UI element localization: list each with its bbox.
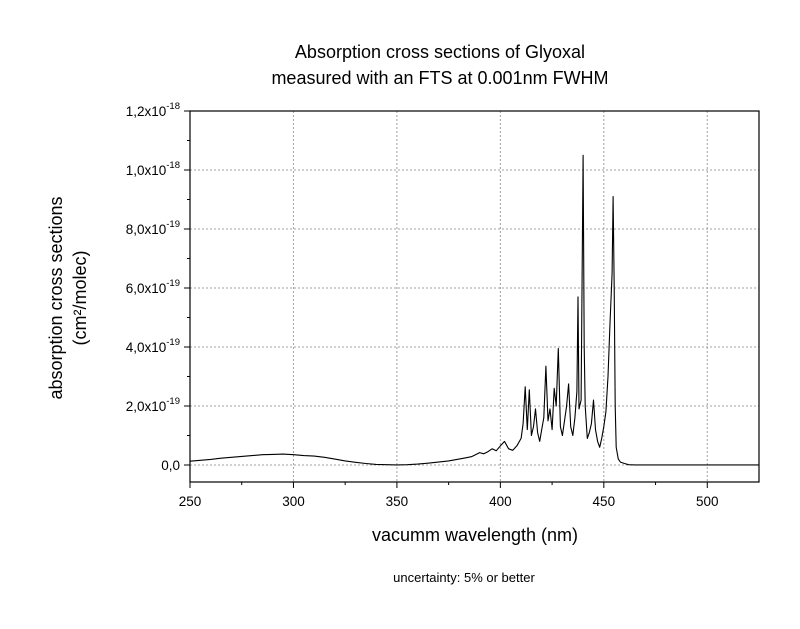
x-axis-title: vacumm wavelength (nm)	[372, 525, 578, 545]
uncertainty-note: uncertainty: 5% or better	[393, 570, 535, 585]
y-tick-label: 2,0x10-19	[126, 396, 180, 414]
y-tick-label: 6,0x10-19	[126, 278, 180, 296]
data-layer	[189, 154, 759, 466]
y-axis-title-line-2: (cm²/molec)	[70, 251, 90, 346]
x-tick-label: 350	[386, 494, 409, 509]
y-tick-label: 8,0x10-19	[126, 219, 180, 237]
series-line-0	[189, 154, 759, 466]
x-tick-label: 450	[593, 494, 616, 509]
y-tick-label: 1,0x10-18	[126, 160, 180, 178]
y-tick-labels: 0,0 2,0x10-19 4,0x10-19 6,0x10-19 8,0x10-19 1…	[126, 101, 180, 473]
x-tick-label: 400	[489, 494, 512, 509]
grid-layer	[190, 111, 759, 482]
tick-layer	[184, 110, 708, 488]
chart-title-line-2: measured with an FTS at 0.001nm FWHM	[271, 68, 608, 88]
plot-frame	[189, 110, 760, 483]
x-tick-label: 500	[696, 494, 719, 509]
y-axis-title-line-1: absorption cross sections	[46, 196, 66, 399]
x-tick-label: 300	[282, 494, 305, 509]
chart-title-line-1: Absorption cross sections of Glyoxal	[295, 42, 585, 62]
y-tick-label: 1,2x10-18	[126, 101, 180, 119]
x-tick-labels: 250 300 350 400 450 500	[179, 494, 719, 509]
y-tick-label: 4,0x10-19	[126, 337, 180, 355]
y-tick-label: 0,0	[161, 458, 180, 473]
x-tick-label: 250	[179, 494, 202, 509]
